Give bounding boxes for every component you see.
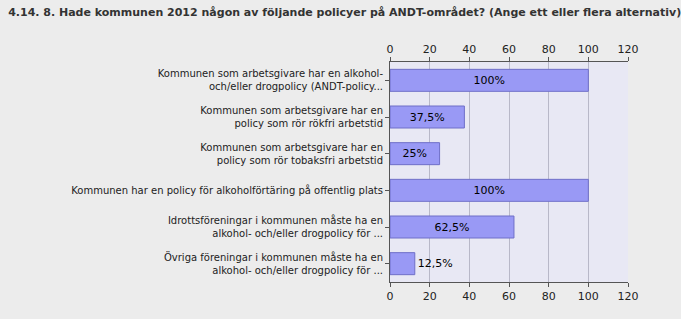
svg-text:62,5%: 62,5% bbox=[435, 221, 470, 234]
svg-text:120: 120 bbox=[618, 290, 639, 303]
svg-text:100: 100 bbox=[578, 43, 599, 56]
svg-text:40: 40 bbox=[462, 290, 476, 303]
svg-text:20: 20 bbox=[423, 43, 437, 56]
svg-text:40: 40 bbox=[462, 43, 476, 56]
svg-text:37,5%: 37,5% bbox=[410, 111, 445, 124]
svg-text:Övriga föreningar i kommunen m: Övriga föreningar i kommunen måste ha en… bbox=[164, 251, 383, 276]
svg-text:12,5%: 12,5% bbox=[418, 257, 453, 270]
svg-text:80: 80 bbox=[542, 290, 556, 303]
svg-text:Idrottsföreningar i kommunen m: Idrottsföreningar i kommunen måste ha en… bbox=[168, 214, 383, 239]
svg-text:100%: 100% bbox=[473, 74, 504, 87]
svg-text:80: 80 bbox=[542, 43, 556, 56]
svg-text:100%: 100% bbox=[473, 184, 504, 197]
svg-text:Kommunen som arbetsgivare har: Kommunen som arbetsgivare har enpolicy s… bbox=[200, 142, 383, 166]
svg-text:Kommunen som arbetsgivare har: Kommunen som arbetsgivare har enpolicy s… bbox=[200, 105, 383, 129]
svg-text:Kommunen har en policy för alk: Kommunen har en policy för alkoholförtär… bbox=[71, 184, 383, 196]
svg-text:0: 0 bbox=[387, 290, 394, 303]
svg-text:60: 60 bbox=[502, 43, 516, 56]
svg-text:0: 0 bbox=[387, 43, 394, 56]
svg-text:25%: 25% bbox=[403, 147, 427, 160]
svg-text:4.14. 8. Hade kommunen 2012 nå: 4.14. 8. Hade kommunen 2012 någon av föl… bbox=[8, 6, 681, 19]
svg-text:Kommunen som arbetsgivare har: Kommunen som arbetsgivare har en alkohol… bbox=[158, 68, 384, 92]
svg-text:20: 20 bbox=[423, 290, 437, 303]
svg-text:120: 120 bbox=[618, 43, 639, 56]
svg-text:100: 100 bbox=[578, 290, 599, 303]
svg-text:60: 60 bbox=[502, 290, 516, 303]
